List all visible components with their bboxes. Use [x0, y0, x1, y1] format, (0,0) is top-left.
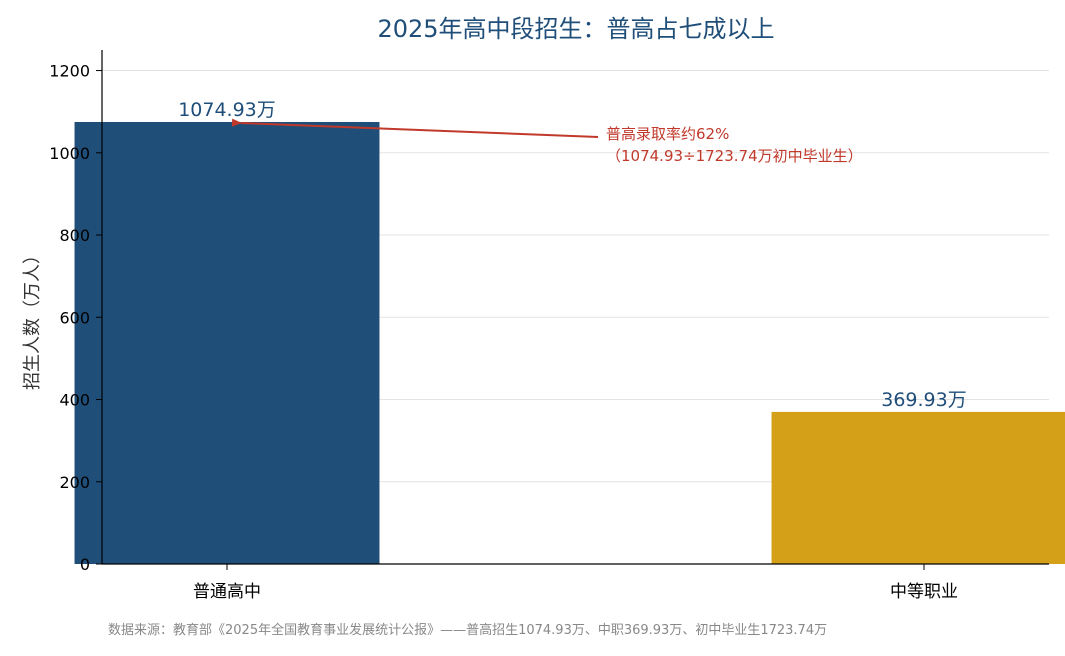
x-tick-label-2: 中等职业 — [890, 582, 958, 602]
y-axis-label: 招生人数（万人） — [22, 246, 43, 390]
data-label-2: 369.93万 — [881, 389, 966, 411]
annotation-line-2: （1074.93÷1723.74万初中毕业生） — [606, 147, 863, 165]
data-labels: 1074.93万 369.93万 — [178, 99, 967, 411]
data-label-1: 1074.93万 — [178, 99, 276, 121]
bars — [74, 121, 1065, 565]
annotation: 普高录取率约62% （1074.93÷1723.74万初中毕业生） — [231, 118, 863, 165]
x-tick-labels: 普通高中 中等职业 — [193, 564, 958, 602]
y-tick-label-200: 200 — [59, 473, 90, 492]
y-tick-label-1000: 1000 — [49, 144, 90, 163]
axes — [101, 50, 1049, 565]
y-tick-label-0: 0 — [80, 555, 90, 574]
y-tick-label-400: 400 — [59, 391, 90, 410]
y-tick-label-600: 600 — [59, 308, 90, 327]
source-note: 数据来源：教育部《2025年全国教育事业发展统计公报》——普高招生1074.93… — [108, 622, 827, 638]
y-tick-labels: 0 200 400 600 800 1000 1200 — [49, 62, 102, 574]
y-tick-label-800: 800 — [59, 226, 90, 245]
bar-2 — [771, 411, 1065, 564]
x-tick-label-1: 普通高中 — [193, 582, 261, 602]
annotation-line-1: 普高录取率约62% — [606, 125, 729, 143]
y-tick-label-1200: 1200 — [49, 62, 90, 81]
bar-1 — [74, 121, 380, 565]
annotation-arrow — [231, 118, 599, 138]
chart-title: 2025年高中段招生：普高占七成以上 — [377, 15, 774, 43]
